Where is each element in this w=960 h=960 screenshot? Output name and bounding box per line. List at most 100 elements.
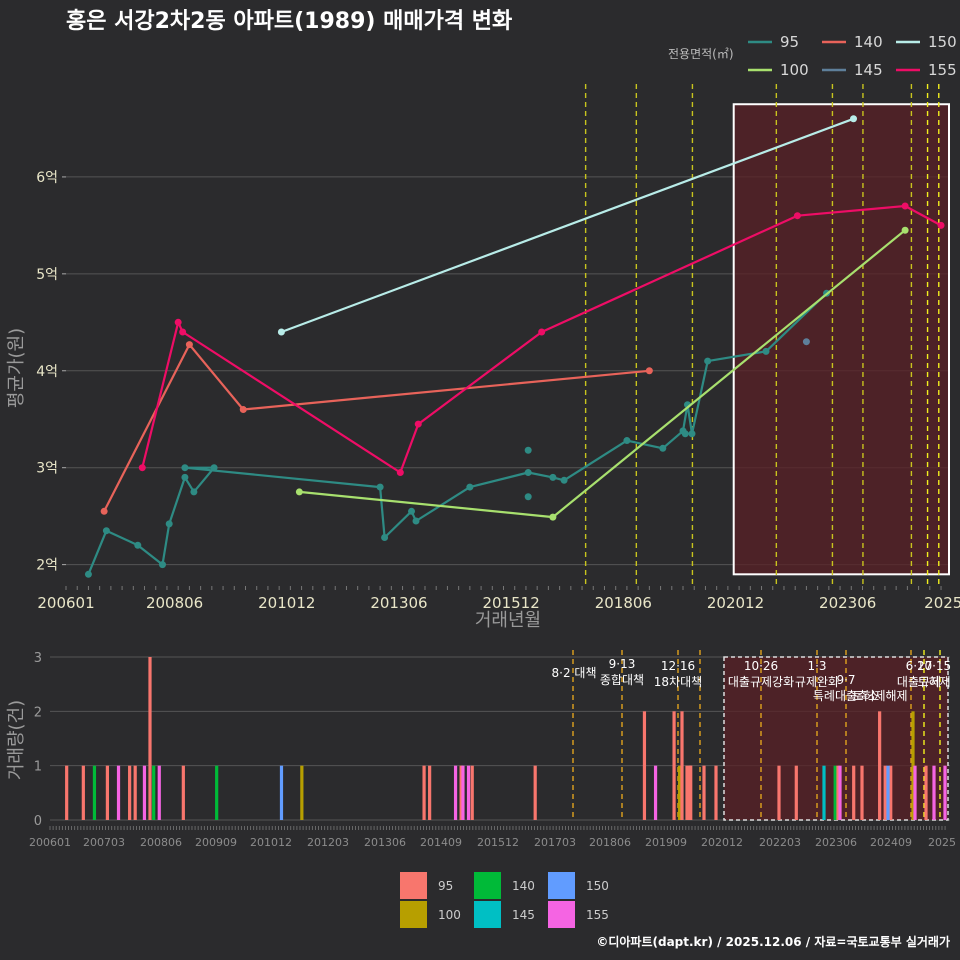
volume-x-tick-label: 201512 <box>477 836 519 849</box>
legend-label-155: 155 <box>928 61 957 79</box>
volume-x-tick-label: 200806 <box>140 836 182 849</box>
highlight-region <box>732 103 950 576</box>
volume-bar-155 <box>932 765 936 820</box>
y-tick-label: 4억 <box>36 364 58 380</box>
volume-x-tick-label: 202409 <box>870 836 912 849</box>
volume-bar-100 <box>678 765 682 820</box>
legend-swatch-100 <box>400 901 427 928</box>
policy-annotation: 9·13 <box>609 657 636 671</box>
policy-annotation: 9·7 <box>836 673 855 687</box>
volume-bar-155 <box>116 765 121 820</box>
volume-bar-155 <box>943 765 947 820</box>
data-point-140 <box>100 507 108 515</box>
volume-bar-95 <box>889 765 893 820</box>
volume-bar-95 <box>65 765 69 820</box>
volume-bar-95 <box>422 765 426 820</box>
legend-label-100: 100 <box>780 61 809 79</box>
data-point-95 <box>549 473 557 481</box>
legend-label-145: 145 <box>854 61 883 79</box>
policy-annotation: 8·2 대책 <box>552 665 597 680</box>
data-point-95 <box>412 517 420 525</box>
policy-annotation: 18차대책 <box>654 674 702 689</box>
policy-annotation: 1·3 <box>807 659 826 673</box>
legend-swatch-140 <box>474 872 501 899</box>
volume-bar-95 <box>428 765 432 820</box>
data-point-140 <box>645 367 653 375</box>
legend-bottom: 95 100 140 145 150 155 <box>400 872 609 928</box>
data-point-155 <box>414 420 422 428</box>
volume-bar-95 <box>714 765 718 820</box>
volume-x-tick-label: 202203 <box>759 836 801 849</box>
legend-swatch-150 <box>548 872 575 899</box>
volume-bar-95 <box>133 765 137 820</box>
policy-annotation: 토허제해제 <box>852 689 907 703</box>
x-tick-label: 200806 <box>146 594 203 612</box>
volume-y-tick-label: 2 <box>34 705 42 720</box>
y-axis-title: 평균가(원) <box>6 328 27 408</box>
volume-bar-95 <box>642 711 647 820</box>
policy-annotation: 12·16 <box>661 659 695 673</box>
policy-annotation: 10·26 <box>744 659 778 673</box>
data-point-155 <box>538 328 546 336</box>
legend-swatch-155 <box>548 901 575 928</box>
data-point-95 <box>704 357 712 365</box>
volume-bar-95 <box>148 657 152 820</box>
volume-bar-150 <box>279 765 284 820</box>
data-point-95 <box>134 541 142 549</box>
legend-label-100: 100 <box>438 908 461 922</box>
data-point-95 <box>524 469 532 477</box>
volume-bar-95 <box>81 765 85 820</box>
volume-bar-95 <box>128 765 132 820</box>
policy-annotation: 특례대출축소 <box>813 689 879 703</box>
volume-bar-155 <box>653 765 658 820</box>
volume-bar-95 <box>181 765 185 820</box>
legend-label-95: 95 <box>780 33 799 51</box>
volume-bar-140 <box>215 765 219 820</box>
data-point-155 <box>174 318 182 326</box>
x-tick-label: 202012 <box>707 594 764 612</box>
x-tick-label: 201012 <box>258 594 315 612</box>
volume-bar-95 <box>883 765 887 820</box>
data-point-150 <box>850 115 858 123</box>
y-tick-label: 3억 <box>36 461 58 477</box>
legend-label-155: 155 <box>586 908 609 922</box>
volume-bar-155 <box>157 765 161 820</box>
x-tick-label: 201806 <box>595 594 652 612</box>
volume-bar-95 <box>852 765 856 820</box>
data-point-95 <box>158 561 166 569</box>
chart-title: 홍은 서강2차2동 아파트(1989) 매매가격 변화 <box>66 9 512 34</box>
series-line-150 <box>281 117 854 334</box>
legend-title: 전용면적(㎡) <box>668 47 734 61</box>
volume-bar-95 <box>459 765 463 820</box>
volume-bar-95 <box>680 711 684 820</box>
x-tick-label: 201512 <box>483 594 540 612</box>
volume-x-tick-label: 201012 <box>250 836 292 849</box>
data-point-95 <box>623 437 631 445</box>
policy-annotation: 토허제 <box>917 675 950 689</box>
data-point-155 <box>138 464 146 472</box>
volume-x-tick-label: 202306 <box>815 836 857 849</box>
data-point-100 <box>901 226 909 234</box>
volume-bar-95 <box>672 711 676 820</box>
x-axis-title: 거래년월 <box>475 610 541 631</box>
data-point-95 <box>181 473 189 481</box>
volume-plot: 0 1 2 3 200601 200703 200806 200909 201012 201203… <box>29 650 956 849</box>
policy-annotation: 대출규제강화 <box>728 675 794 689</box>
volume-bar-155 <box>466 765 471 820</box>
volume-bar-95 <box>470 765 474 820</box>
volume-bar-155 <box>461 765 465 820</box>
data-point-95 <box>659 444 667 452</box>
volume-x-tick-label: 201703 <box>534 836 576 849</box>
data-point-155 <box>901 202 909 210</box>
data-point-95 <box>524 446 532 454</box>
legend-label-140: 140 <box>854 33 883 51</box>
data-point-155 <box>396 469 404 477</box>
data-point-155 <box>793 212 801 220</box>
data-point-100 <box>549 513 557 521</box>
volume-bar-95 <box>105 765 110 820</box>
y-tick-label: 5억 <box>36 267 58 283</box>
volume-x-tick-label: 200601 <box>29 836 71 849</box>
volume-x-tick-label: 201806 <box>589 836 631 849</box>
data-point-95 <box>466 483 474 491</box>
